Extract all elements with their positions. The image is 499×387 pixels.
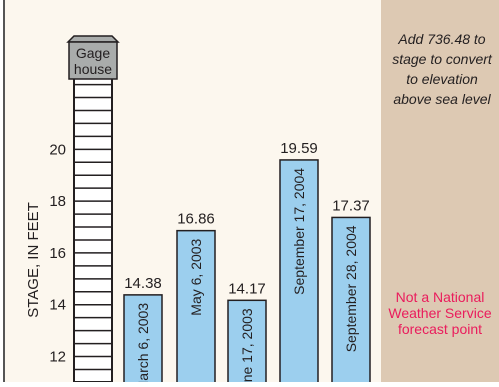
bar xyxy=(176,229,216,387)
bar-category-label: September 28, 2004 xyxy=(343,225,359,352)
gage-house-icon xyxy=(66,35,120,80)
bars: 14.38 March 6, 2003 16.86 May 6, 2003 14.17 J… xyxy=(123,140,371,387)
forecast-note-line2: Weather Service xyxy=(388,305,491,321)
bar xyxy=(123,294,163,387)
bar-value-label: 14.38 xyxy=(124,275,162,292)
bar-category-label: September 17, 2004 xyxy=(291,168,307,295)
bar-value-label: 19.59 xyxy=(280,140,318,157)
y-axis-ticks: 12 14 16 18 20 xyxy=(49,141,66,365)
side-panel xyxy=(381,0,499,382)
bar-category-label: June 17, 2003 xyxy=(239,308,255,382)
elevation-note-line1: Add 736.48 to xyxy=(397,31,485,47)
bar-value-label: 14.17 xyxy=(228,280,266,297)
bar-value-label: 16.86 xyxy=(177,211,215,228)
elevation-note-line3: to elevation xyxy=(406,71,478,87)
elevation-note-line2: stage to convert xyxy=(392,51,493,67)
forecast-note-line3: forecast point xyxy=(398,321,482,337)
bar xyxy=(331,216,371,387)
y-tick-label: 20 xyxy=(49,141,66,158)
y-tick-label: 16 xyxy=(49,245,66,262)
bar-category-label: March 6, 2003 xyxy=(135,303,151,382)
gage-house-label-line1: Gage xyxy=(76,45,110,61)
y-axis-label: STAGE, IN FEET xyxy=(25,202,42,318)
y-tick-label: 14 xyxy=(49,297,66,314)
gage-house-label-line2: house xyxy=(74,61,112,77)
elevation-note-line4: above sea level xyxy=(393,91,491,107)
bar-category-label: May 6, 2003 xyxy=(188,238,204,315)
y-tick-label: 18 xyxy=(49,193,66,210)
bar xyxy=(227,299,267,387)
staff-gage-rungs xyxy=(74,83,112,371)
forecast-note-line1: Not a National xyxy=(396,289,485,305)
y-tick-label: 12 xyxy=(49,349,66,366)
bar-value-label: 17.37 xyxy=(332,197,370,214)
